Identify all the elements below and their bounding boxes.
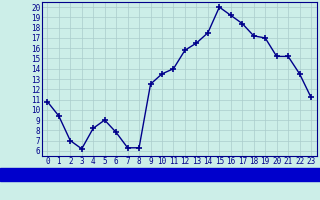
X-axis label: Graphe des températures (°c): Graphe des températures (°c) (97, 169, 261, 180)
